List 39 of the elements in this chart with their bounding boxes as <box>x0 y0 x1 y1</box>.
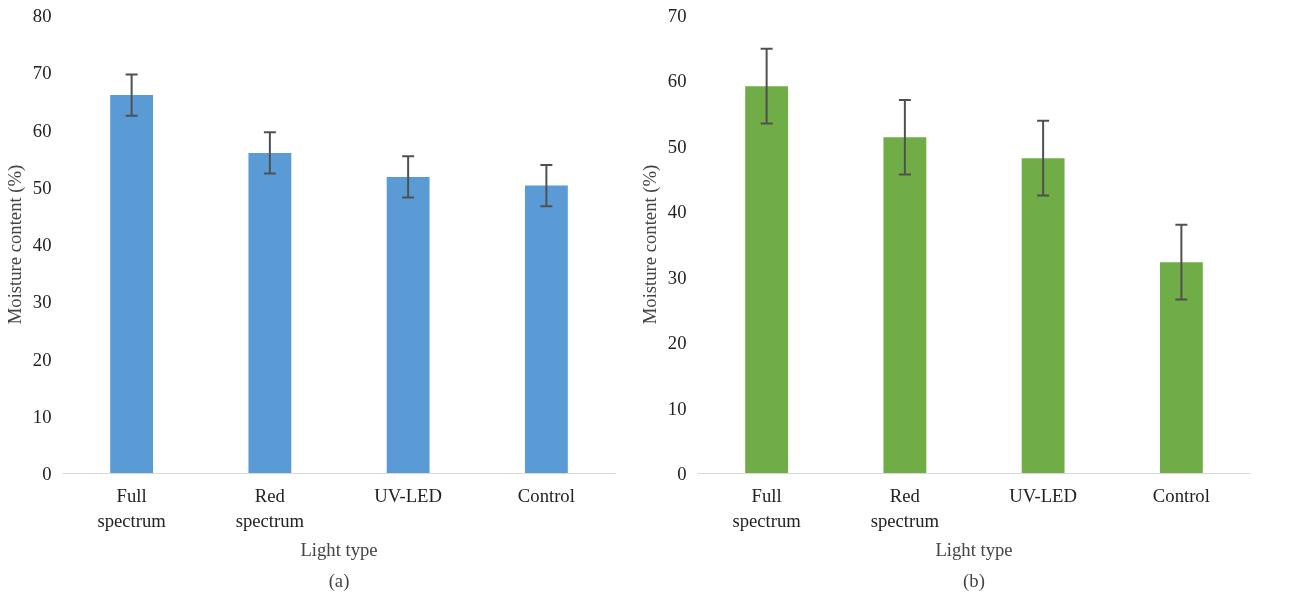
y-tick-label: 30 <box>32 291 52 313</box>
y-axis-title: Moisture content (%) <box>638 164 661 325</box>
y-tick-label: 30 <box>667 266 687 288</box>
x-axis-title: Light type <box>935 538 1013 560</box>
bar <box>110 95 154 474</box>
bar <box>524 185 568 474</box>
x-tick-label: Control <box>517 484 575 506</box>
y-tick-label: 0 <box>42 463 52 484</box>
bar <box>883 137 927 474</box>
x-tick-label: UV-LED <box>1009 484 1077 506</box>
bar <box>745 86 789 474</box>
y-tick-label: 60 <box>32 119 52 141</box>
y-tick-label: 50 <box>667 135 687 157</box>
y-tick-label: 40 <box>667 201 687 223</box>
y-tick-label: 20 <box>667 332 687 354</box>
y-tick-label: 0 <box>677 463 687 484</box>
x-tick-label: Full spectrum <box>732 484 802 531</box>
y-tick-label: 10 <box>32 405 52 427</box>
y-tick-label: 70 <box>667 5 687 26</box>
y-tick-label: 40 <box>32 234 52 255</box>
x-tick-label: Red spectrum <box>235 484 305 531</box>
y-tick-label: 10 <box>667 397 687 419</box>
y-tick-label: 50 <box>32 176 52 198</box>
y-tick-label: 80 <box>32 5 52 26</box>
bar <box>248 152 292 474</box>
x-tick-label: UV-LED <box>374 484 442 506</box>
text: (a) <box>328 569 350 592</box>
bar <box>1159 262 1203 474</box>
x-tick-label: Control <box>1152 484 1210 506</box>
x-axis-title: Light type <box>300 538 378 560</box>
y-tick-label: 20 <box>32 348 52 370</box>
y-axis-title: Moisture content (%) <box>3 164 26 325</box>
y-tick-label: 70 <box>32 62 52 84</box>
x-tick-label: Full spectrum <box>97 484 167 531</box>
text: (b) <box>963 569 985 592</box>
y-tick-label: 60 <box>667 70 687 92</box>
x-tick-label: Red spectrum <box>870 484 940 531</box>
bar <box>386 176 430 474</box>
bar <box>1021 158 1065 474</box>
